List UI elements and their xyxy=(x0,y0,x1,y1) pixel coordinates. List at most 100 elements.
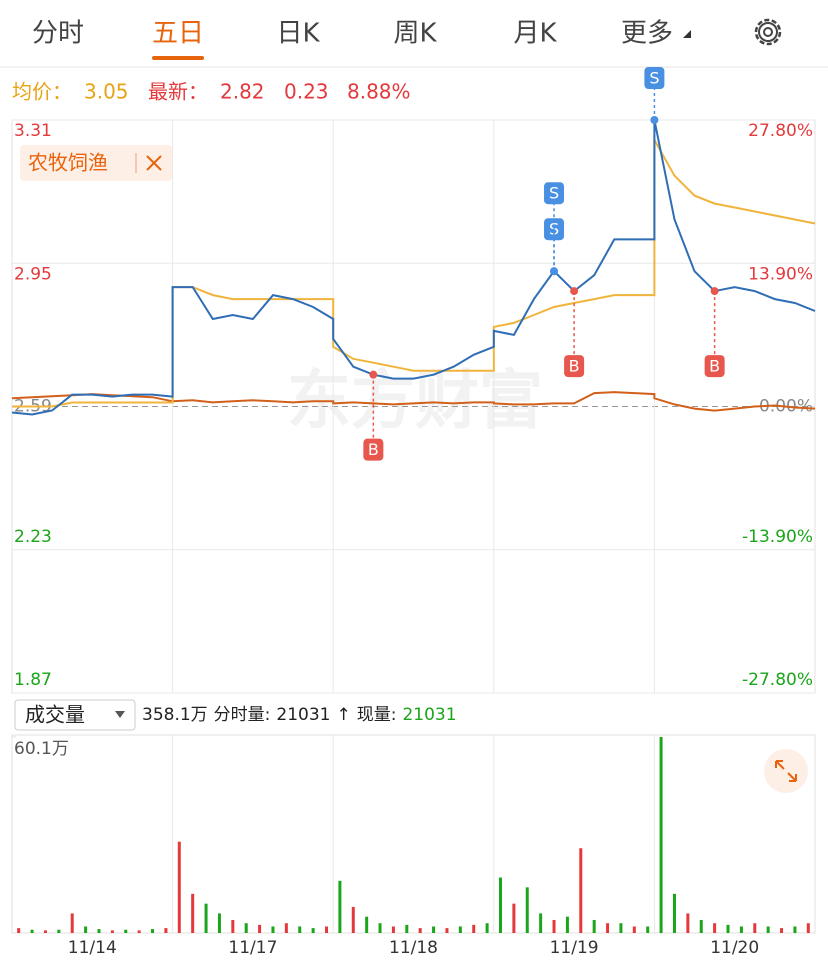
x-tick-label: 11/17 xyxy=(228,938,277,958)
volume-bar xyxy=(418,928,422,933)
change: 0.23 xyxy=(284,80,329,104)
volume-frame xyxy=(11,734,816,934)
volume-bar xyxy=(646,926,650,933)
volume-bar xyxy=(592,919,596,933)
volume-bar xyxy=(351,906,355,933)
tag-close[interactable] xyxy=(146,155,162,171)
arrow: ↑ xyxy=(337,705,351,725)
period-value: 21031 xyxy=(276,705,330,725)
tag-bg xyxy=(20,145,172,181)
volume-bar xyxy=(458,926,462,933)
series-line xyxy=(12,136,816,408)
volume-bar xyxy=(43,930,47,933)
volume-bar xyxy=(726,924,730,933)
expand-button[interactable] xyxy=(764,749,808,793)
y2-tick-label: -13.90% xyxy=(742,527,813,547)
selector-text: 成交量 xyxy=(25,703,85,727)
tab[interactable]: 更多 xyxy=(621,19,673,49)
marker-dot xyxy=(570,287,579,296)
y2-tick-label: 13.90% xyxy=(748,264,813,284)
series-line xyxy=(11,391,816,412)
volume-bar xyxy=(164,928,168,933)
volume-bar xyxy=(391,926,395,933)
volume-bar xyxy=(217,913,221,933)
y2-tick-label: -27.80% xyxy=(742,670,813,690)
tab[interactable]: 分时 xyxy=(32,19,84,49)
current-value: 21031 xyxy=(402,705,456,725)
gear-hole xyxy=(763,27,773,37)
marker-label: S xyxy=(549,184,559,203)
volume-selector[interactable]: 成交量 xyxy=(14,699,136,731)
settings-icon[interactable] xyxy=(754,18,782,46)
volume-bar xyxy=(485,923,489,933)
volume-bar xyxy=(753,923,757,933)
volume-bar xyxy=(378,923,382,933)
volume-bar xyxy=(552,919,556,933)
volume-bar xyxy=(204,903,208,933)
volume-bar xyxy=(110,930,114,933)
marker-dot xyxy=(650,116,659,124)
volume-bar xyxy=(84,926,88,933)
tab[interactable]: 五日 xyxy=(152,19,204,49)
volume-bar xyxy=(271,926,275,933)
volume-bar xyxy=(17,928,21,933)
volume-bar xyxy=(151,929,155,933)
marker-label: B xyxy=(569,357,580,376)
volume-bar xyxy=(512,903,516,933)
volume-bar xyxy=(405,924,409,933)
current-label: 现量: xyxy=(357,705,397,725)
marker-dot xyxy=(550,267,559,276)
latest-value: 2.82 xyxy=(220,80,265,104)
volume-bar xyxy=(713,923,717,933)
sector-tag[interactable]: 农牧饲渔 xyxy=(20,145,172,181)
volume-bar xyxy=(284,923,288,933)
volume-bar xyxy=(659,737,663,933)
tab[interactable]: 周K xyxy=(393,19,437,49)
volume-bar xyxy=(30,929,34,933)
tab[interactable]: 月K xyxy=(513,19,557,49)
volume-bar xyxy=(231,919,235,933)
gear-outer xyxy=(754,18,782,46)
expand-arrows xyxy=(775,760,797,782)
marker-badge xyxy=(544,182,565,205)
x-tick-label: 11/20 xyxy=(710,938,759,958)
latest-label: 最新： xyxy=(148,80,208,104)
volume-bar xyxy=(539,913,543,933)
volume-bar xyxy=(365,916,369,933)
volume-bar xyxy=(57,929,61,933)
volume-bar xyxy=(780,928,784,933)
volume-bar xyxy=(632,926,636,933)
volume-bar xyxy=(686,913,690,933)
volume-bar xyxy=(606,923,610,933)
y-tick-label: 3.31 xyxy=(14,121,52,141)
marker-label: B xyxy=(368,440,379,459)
marker-badge xyxy=(644,67,665,89)
expand-bg xyxy=(764,749,808,793)
volume-bar xyxy=(137,930,141,933)
volume-total: 358.1万 xyxy=(142,705,208,725)
volume-bar xyxy=(244,923,248,933)
x-tick-label: 11/18 xyxy=(389,938,438,958)
change-pct: 8.88% xyxy=(347,80,411,104)
marker-dot xyxy=(710,287,719,296)
volume-tick-label: 60.1万 xyxy=(14,739,69,759)
marker-label: S xyxy=(649,69,659,88)
volume-bar xyxy=(325,926,329,933)
y-tick-label: 2.23 xyxy=(14,527,52,547)
volume-bar xyxy=(191,893,195,933)
selector-box xyxy=(14,699,136,731)
tab-underline xyxy=(152,56,204,60)
volume-bar xyxy=(258,924,262,933)
y-tick-label: 1.87 xyxy=(14,670,52,690)
volume-bar xyxy=(565,916,569,933)
tab[interactable]: 日K xyxy=(276,19,320,49)
avg-label: 均价： xyxy=(12,80,72,104)
marker-badge xyxy=(564,355,585,378)
y2-tick-label: 27.80% xyxy=(748,121,813,141)
volume-bar xyxy=(177,841,181,933)
marker-badge xyxy=(363,438,384,461)
volume-bar xyxy=(579,848,583,933)
volume-bar xyxy=(672,893,676,933)
volume-bar xyxy=(70,913,74,933)
volume-bar xyxy=(739,926,743,933)
